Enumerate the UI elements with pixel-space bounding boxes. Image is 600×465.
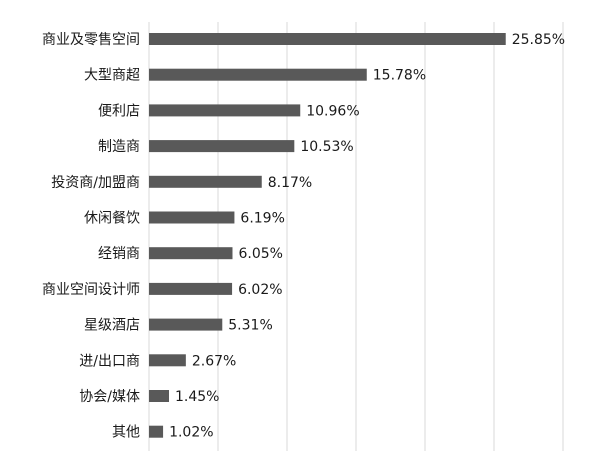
bar <box>149 318 223 331</box>
bar <box>149 68 367 81</box>
value-label: 5.31% <box>228 318 272 334</box>
category-label: 休闲餐饮 <box>84 211 140 227</box>
bar <box>149 33 506 45</box>
grid-lines <box>148 22 564 451</box>
value-label: 10.53% <box>300 139 353 155</box>
value-label: 1.45% <box>175 389 219 405</box>
bar <box>149 247 233 260</box>
category-label: 商业空间设计师 <box>42 282 140 298</box>
category-label: 其他 <box>112 425 140 441</box>
value-label: 6.05% <box>238 246 282 262</box>
value-label: 6.19% <box>240 211 284 227</box>
bar <box>149 211 235 224</box>
bar <box>149 104 301 117</box>
bar <box>149 354 186 367</box>
value-label: 1.02% <box>169 425 213 441</box>
value-label: 25.85% <box>512 32 565 48</box>
value-labels: 25.85% 15.78% 10.96% 10.53% 8.17% 6.19% 6.05% 6… <box>169 32 565 441</box>
category-label: 进/出口商 <box>79 353 140 369</box>
category-label: 经销商 <box>98 246 140 262</box>
value-label: 10.96% <box>306 103 359 119</box>
category-label: 便利店 <box>98 103 140 119</box>
bar <box>149 140 295 153</box>
value-label: 6.02% <box>238 282 282 298</box>
category-label: 投资商/加盟商 <box>51 175 140 191</box>
category-label: 星级酒店 <box>84 318 140 334</box>
value-label: 8.17% <box>268 175 312 191</box>
value-label: 2.67% <box>192 353 236 369</box>
category-label: 协会/媒体 <box>79 389 140 405</box>
bar <box>149 390 170 402</box>
category-labels: 商业及零售空间大型商超便利店制造商投资商/加盟商休闲餐饮经销商商业空间设计师星级… <box>42 32 140 441</box>
bar <box>149 282 233 295</box>
bar <box>149 425 164 438</box>
value-label: 15.78% <box>373 68 426 84</box>
bars <box>149 33 506 438</box>
bar <box>149 175 262 188</box>
category-label: 大型商超 <box>84 68 140 84</box>
category-label: 制造商 <box>98 139 140 155</box>
category-label: 商业及零售空间 <box>42 32 140 48</box>
